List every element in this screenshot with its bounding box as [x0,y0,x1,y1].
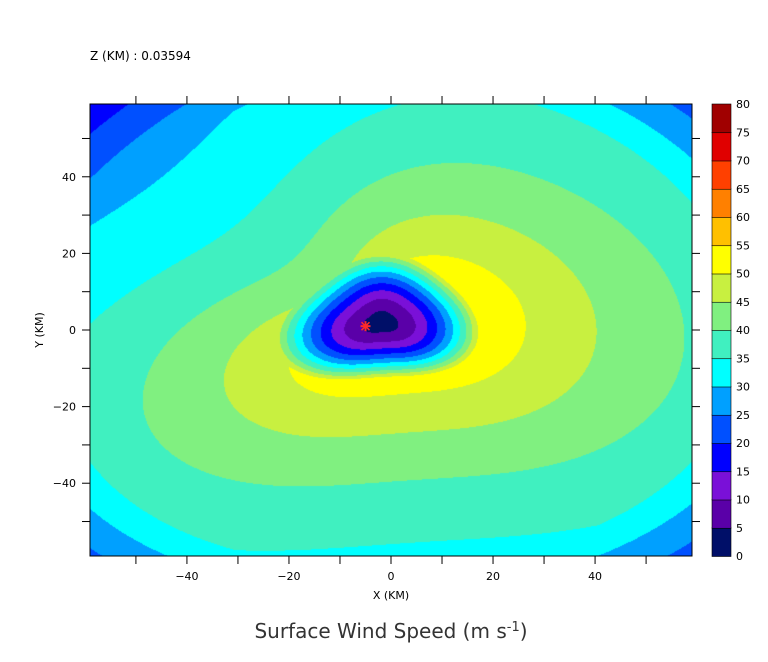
colorbar-swatch [711,188,732,218]
colorbar-swatch [711,329,732,360]
title-exponent: -1 [507,620,520,635]
colorbar-label: 65 [736,183,750,196]
marker-stroke [360,321,371,331]
colorbar-label: 20 [736,437,750,450]
title-suffix: ) [520,619,528,643]
y-axis-label: Y (KM) [33,312,46,349]
colorbar-swatch [711,216,732,247]
colorbar-swatch [711,442,732,473]
colorbar-swatch [711,357,732,388]
y-tick-labels: −40 −20 0 20 40 [53,171,76,490]
y-tick-label: 40 [62,171,76,184]
wind-field-contours [90,104,692,556]
colorbar-swatch [711,131,732,162]
y-tick-label: −20 [53,401,76,414]
x-tick-labels: −40 −20 0 20 40 [175,570,602,583]
colorbar-swatch [711,527,732,557]
colorbar-label: 25 [736,409,750,422]
axis-ticks [82,96,700,564]
plot-area [89,103,693,557]
colorbar-label: 10 [736,494,750,507]
title-main: Surface Wind Speed (m s [254,619,506,643]
colorbar-swatch [711,499,732,529]
colorbar-label: 75 [736,126,750,139]
colorbar-swatch [711,103,732,134]
y-tick-label: 20 [62,247,76,260]
colorbar-label: 0 [736,550,743,563]
x-tick-label: 20 [486,570,500,583]
colorbar-label: 40 [736,324,750,337]
storm-center-marker [360,321,371,332]
y-tick-label: 0 [69,324,76,337]
colorbar-label: 5 [736,522,743,535]
colorbar-swatch [711,160,732,190]
colorbar-swatch [711,244,732,275]
colorbar: 0 5 10 15 20 25 30 35 40 45 50 55 60 65 70 75 80 [711,98,750,563]
colorbar-swatch [711,414,732,444]
colorbar-label: 80 [736,98,750,111]
colorbar-label: 45 [736,296,750,309]
colorbar-swatch [711,301,732,331]
x-tick-label: 0 [388,570,395,583]
colorbar-label: 35 [736,352,750,365]
level-label: Z (KM) : 0.03594 [90,49,191,63]
colorbar-label: 70 [736,155,750,168]
x-tick-label: 40 [588,570,602,583]
x-tick-label: −40 [175,570,198,583]
colorbar-label: 55 [736,239,750,252]
colorbar-label: 60 [736,211,750,224]
x-tick-label: −20 [277,570,300,583]
colorbar-swatch [711,273,732,303]
chart-title: Surface Wind Speed (m s-1) [254,619,527,643]
colorbar-label: 30 [736,381,750,394]
colorbar-label: 15 [736,465,750,478]
colorbar-label: 50 [736,268,750,281]
colorbar-swatch [711,470,732,501]
colorbar-swatch [711,386,732,416]
x-axis-label: X (KM) [373,589,409,602]
y-tick-label: −40 [53,477,76,490]
